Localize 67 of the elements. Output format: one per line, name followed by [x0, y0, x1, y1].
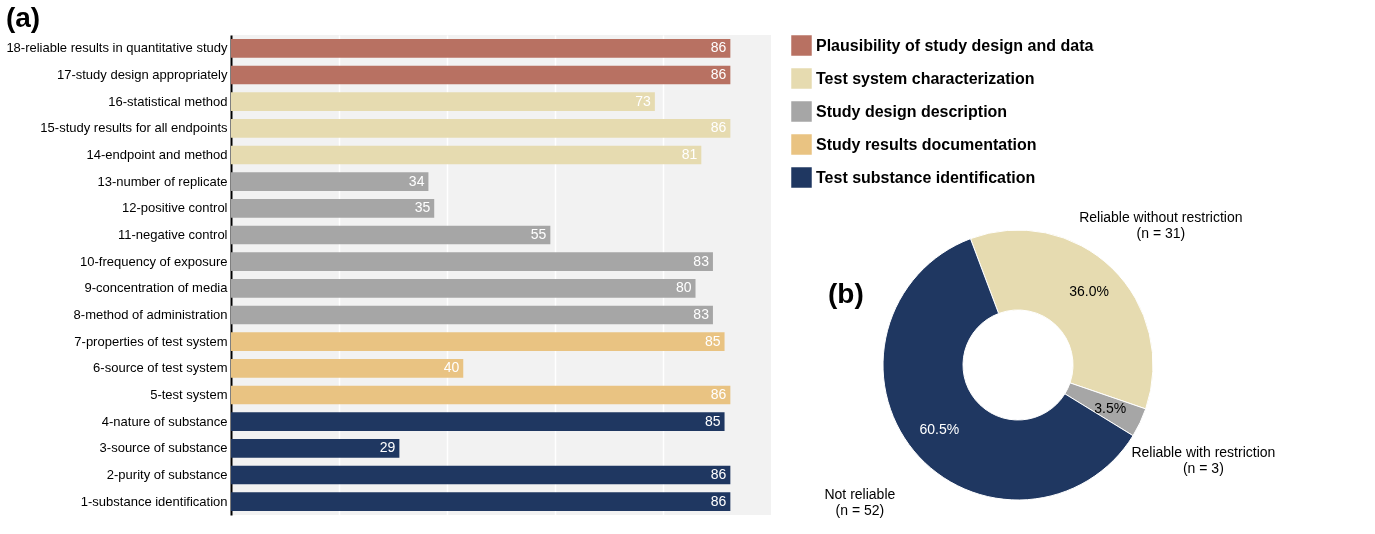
legend-label: Test substance identification [816, 168, 1036, 186]
bar [231, 385, 731, 405]
bar [231, 412, 725, 431]
legend-label: Study results documentation [816, 135, 1037, 153]
data-label: 34 [408, 172, 425, 189]
bar [231, 225, 551, 245]
y-tick-label: 5-test system [150, 387, 228, 402]
data-label: 86 [710, 386, 727, 402]
data-label: 86 [710, 66, 727, 82]
bar [231, 252, 713, 271]
bar [231, 172, 429, 191]
data-label: 73 [635, 92, 652, 109]
data-label: 80 [675, 279, 692, 296]
data-label: 86 [710, 119, 727, 136]
bar [231, 279, 696, 298]
bar [231, 119, 731, 138]
legend-label: Plausibility of study design and data [816, 36, 1094, 54]
chart-title: (a) [5, 2, 41, 33]
data-label: 36.0% [1069, 282, 1109, 299]
y-tick-label: 2-purity of substance [106, 467, 228, 482]
y-tick-label: 1-substance identification [80, 493, 228, 509]
data-label: 3.5% [1094, 399, 1127, 416]
data-label: 35 [414, 199, 431, 216]
data-label: 86 [710, 492, 727, 509]
y-tick-label: 3-source of substance [99, 440, 228, 456]
y-tick-label: 11-negative control [117, 227, 228, 242]
bar [231, 65, 731, 85]
y-tick-label: 8-method of administration [73, 307, 228, 322]
text: (b) [828, 278, 864, 309]
y-tick-label: 6-source of test system [93, 360, 228, 376]
slice-label: Reliable with restriction (n = 3) [1131, 443, 1276, 476]
slice-label: Not reliable (n = 52) [824, 486, 896, 519]
y-tick-label: 18-reliable results in quantitative study [6, 40, 228, 56]
y-tick-label: 17-study design appropriately [56, 67, 228, 82]
data-label: 81 [681, 146, 698, 162]
bar [231, 92, 655, 111]
data-label: 83 [693, 252, 710, 269]
data-label: 85 [704, 332, 721, 349]
data-label: 29 [379, 439, 396, 456]
bar [231, 465, 731, 485]
bar [231, 332, 725, 351]
y-tick-label: 15-study results for all endpoints [40, 120, 228, 136]
data-label: 83 [693, 306, 710, 322]
legend-label: Test system characterization [816, 69, 1035, 87]
bar [231, 199, 435, 218]
bar [231, 439, 400, 458]
data-label: 86 [710, 39, 727, 56]
bar [231, 39, 731, 58]
data-label: 40 [443, 359, 460, 376]
y-tick-label: 13-number of replicate [97, 173, 228, 189]
data-label: 86 [710, 466, 727, 482]
bar [231, 359, 464, 378]
data-label: 55 [530, 226, 547, 242]
y-tick-label: 12-positive control [122, 200, 228, 216]
bar [231, 492, 731, 511]
bar [231, 305, 713, 325]
y-tick-label: 9-concentration of media [84, 280, 229, 296]
bar [231, 145, 702, 165]
legend-label: Study design description [816, 102, 1008, 120]
y-tick-label: 7-properties of test system [74, 333, 228, 349]
data-label: 60.5% [919, 420, 960, 437]
y-tick-label: 10-frequency of exposure [80, 253, 228, 269]
y-tick-label: 4-nature of substance [101, 413, 228, 429]
y-tick-label: 14-endpoint and method [86, 147, 228, 162]
y-tick-label: 16-statistical method [108, 93, 228, 109]
slice-label: Reliable without restriction (n = 31) [1079, 208, 1243, 241]
data-label: 85 [704, 412, 721, 429]
